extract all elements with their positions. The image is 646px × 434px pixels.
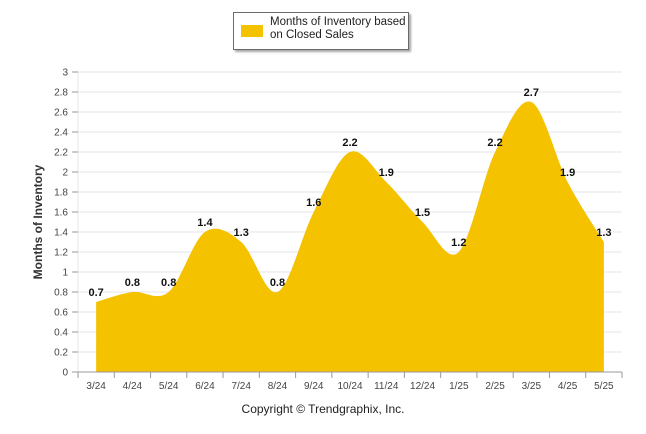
y-tick-label: 0.4 [54,328,68,339]
data-label: 2.7 [524,87,539,99]
data-label: 1.2 [451,237,466,249]
y-tick-label: 1.4 [54,228,68,239]
x-tick-label: 1/25 [449,381,469,392]
y-tick-label: 1.2 [54,248,68,259]
y-tick-label: 0.2 [54,348,68,359]
x-tick-label: 11/24 [374,381,399,392]
y-tick-label: 1.8 [54,188,68,199]
y-tick-label: 3 [62,68,68,79]
data-label: 1.6 [306,197,321,209]
y-tick-label: 1.6 [54,208,68,219]
area-fill [96,101,604,372]
data-label: 0.8 [125,277,140,289]
x-tick-label: 4/24 [123,381,143,392]
y-axis-ticks: 0 0.2 0.4 0.6 0.8 1 1.2 1.4 1.6 1.8 2 2.2 2.4 2.6 2.8 3 [54,68,78,379]
x-tick-label: 3/24 [86,381,106,392]
y-tick-label: 2.6 [54,108,68,119]
legend: Months of Inventory based on Closed Sale… [233,12,409,50]
x-tick-label: 5/24 [159,381,179,392]
data-label: 0.8 [270,277,285,289]
data-label: 1.3 [596,227,611,239]
data-label: 1.9 [379,167,394,179]
data-labels: 0.7 0.8 0.8 1.4 1.3 0.8 1.6 2.2 1.9 1.5 1.2 2.2 2.7 1… [88,87,611,299]
x-tick-label: 12/24 [410,381,435,392]
data-label: 1.5 [415,207,430,219]
data-label: 0.8 [161,277,176,289]
x-tick-label: 4/25 [558,381,578,392]
x-tick-label: 7/24 [231,381,251,392]
data-label: 1.3 [234,227,249,239]
copyright-text: Copyright © Trendgraphix, Inc. [241,402,405,416]
x-tick-label: 5/25 [594,381,614,392]
x-tick-label: 6/24 [195,381,215,392]
y-tick-label: 0.8 [54,288,68,299]
legend-label: Months of Inventory based on Closed Sale… [270,16,406,41]
x-tick-label: 8/24 [268,381,288,392]
y-tick-label: 2.8 [54,88,68,99]
x-tick-label: 3/25 [522,381,542,392]
x-axis-ticks: 3/24 4/24 5/24 6/24 7/24 8/24 9/24 10/24 11/24 12… [78,371,622,392]
data-label: 1.9 [560,167,575,179]
x-tick-label: 2/25 [485,381,505,392]
y-tick-label: 0.6 [54,308,68,319]
data-label: 1.4 [197,217,213,229]
data-label: 2.2 [487,137,502,149]
y-tick-label: 2 [62,168,68,179]
x-tick-label: 9/24 [304,381,324,392]
legend-swatch [241,25,263,37]
data-label: 2.2 [342,137,357,149]
y-tick-label: 2.2 [54,148,68,159]
x-tick-label: 10/24 [337,381,362,392]
y-tick-label: 2.4 [54,128,68,139]
data-label: 0.7 [88,287,103,299]
area-series [96,101,604,372]
y-tick-label: 0 [62,368,68,379]
y-axis-title: Months of Inventory [31,164,45,280]
y-tick-label: 1 [62,268,68,279]
